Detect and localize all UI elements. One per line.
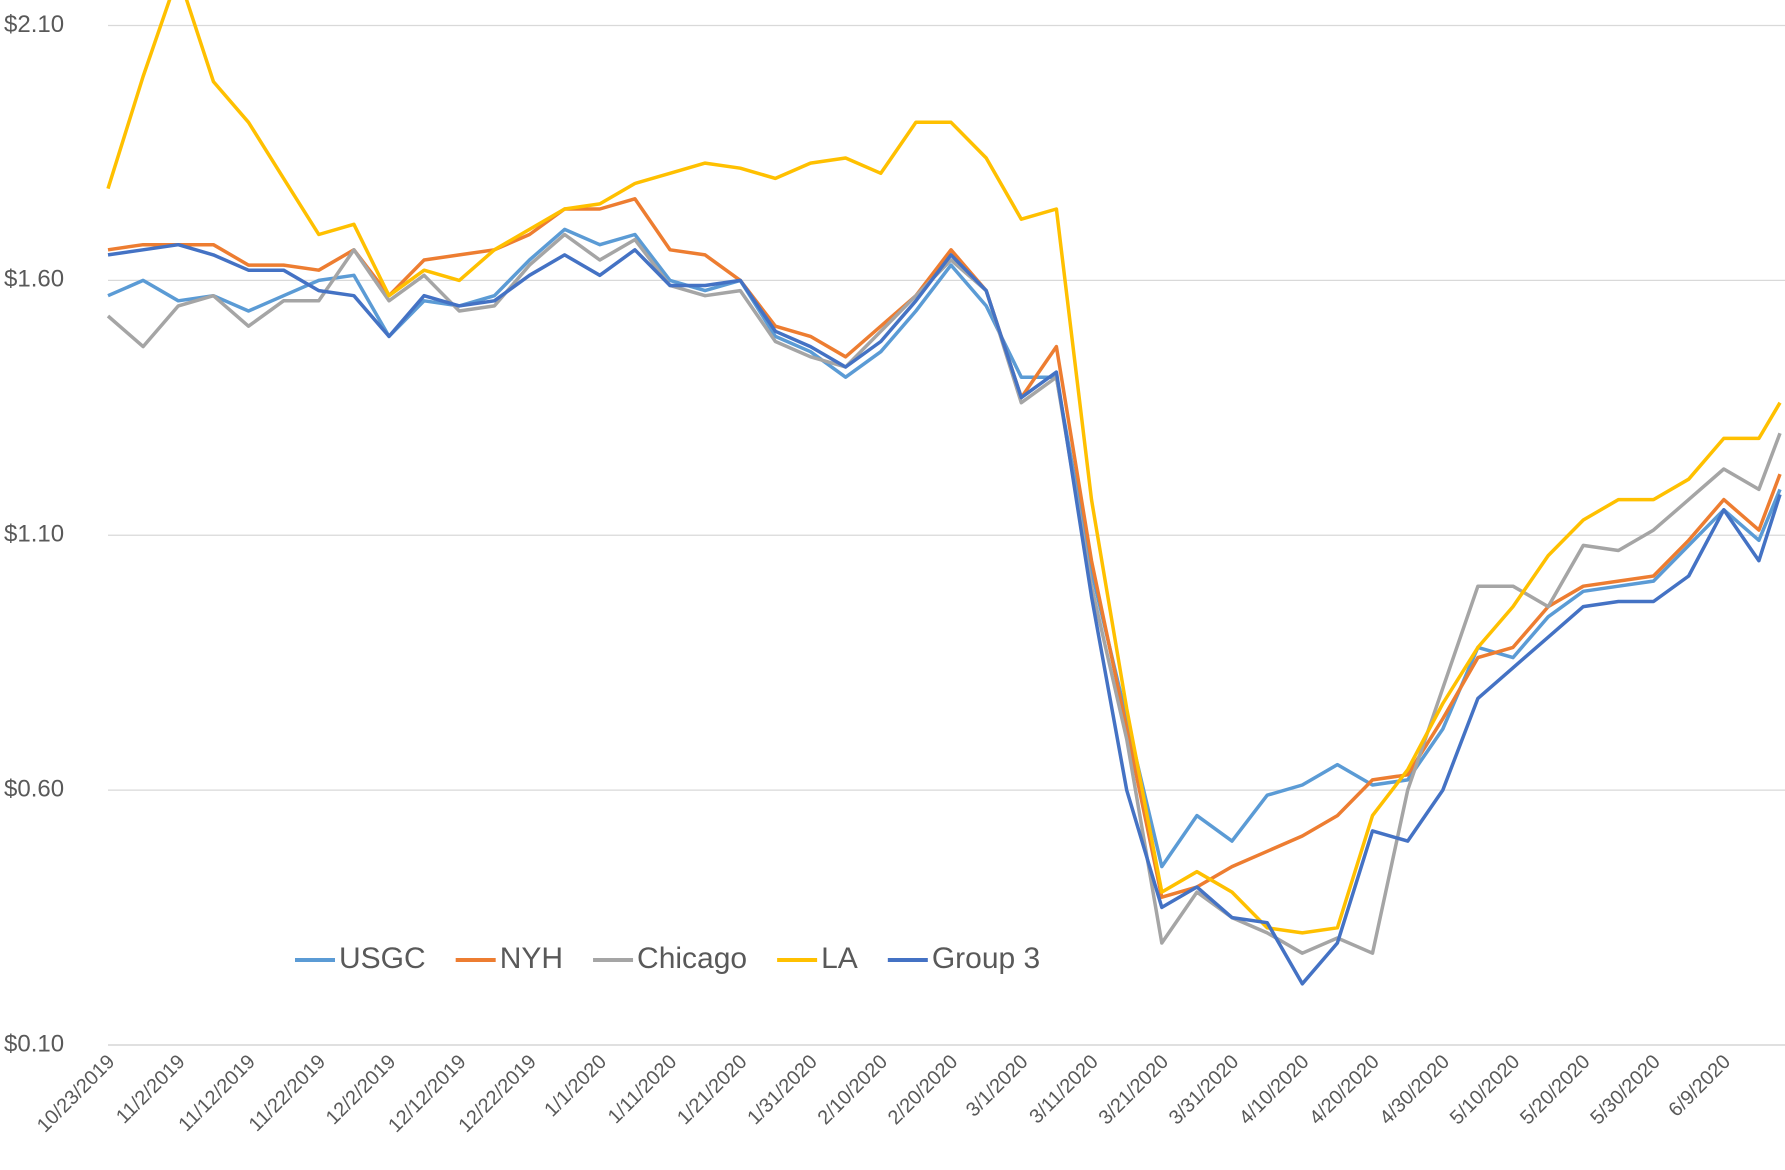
x-tick-label: 4/30/2020	[1376, 1051, 1454, 1129]
plot-area	[106, 0, 1782, 986]
x-tick-label: 1/11/2020	[604, 1051, 681, 1128]
x-tick-label: 4/20/2020	[1305, 1051, 1383, 1129]
x-tick-label: 2/10/2020	[814, 1051, 892, 1129]
series-line	[107, 227, 1782, 869]
x-tick-label: 1/31/2020	[743, 1051, 821, 1129]
x-tick-label: 3/11/2020	[1025, 1051, 1102, 1128]
x-tick-label: 1/1/2020	[540, 1051, 611, 1122]
x-tick-label: 5/10/2020	[1446, 1051, 1524, 1129]
y-tick-label: $1.10	[4, 521, 64, 548]
legend-label: NYH	[500, 942, 563, 975]
axes: $0.10$0.60$1.10$1.60$2.1010/23/201911/2/…	[4, 11, 1785, 1137]
legend-label: LA	[821, 942, 858, 975]
legend-label: USGC	[339, 942, 426, 975]
x-tick-label: 3/21/2020	[1095, 1051, 1173, 1129]
y-tick-label: $0.10	[4, 1030, 64, 1057]
legend-label: Chicago	[637, 942, 747, 975]
x-tick-label: 1/21/2020	[673, 1051, 751, 1129]
x-tick-label: 3/1/2020	[962, 1051, 1033, 1122]
x-tick-label: 5/30/2020	[1586, 1051, 1664, 1129]
x-tick-label: 10/23/2019	[33, 1051, 119, 1137]
y-tick-label: $2.10	[4, 11, 64, 38]
grid	[108, 24, 1785, 1046]
x-tick-label: 6/9/2020	[1664, 1051, 1735, 1122]
legend: USGC NYH Chicago LA Group 3	[295, 942, 1040, 975]
legend-label: Group 3	[932, 942, 1040, 975]
x-tick-label: 11/22/2019	[245, 1051, 330, 1136]
y-tick-label: $0.60	[4, 775, 64, 802]
y-tick-label: $1.60	[4, 266, 64, 293]
series-line	[106, 0, 1782, 935]
series-line	[106, 232, 1782, 955]
series-line	[107, 242, 1782, 986]
x-tick-label: 3/31/2020	[1165, 1051, 1243, 1129]
x-tick-label: 5/20/2020	[1516, 1051, 1594, 1129]
x-tick-label: 2/20/2020	[884, 1051, 962, 1129]
x-tick-label: 4/10/2020	[1235, 1051, 1313, 1129]
